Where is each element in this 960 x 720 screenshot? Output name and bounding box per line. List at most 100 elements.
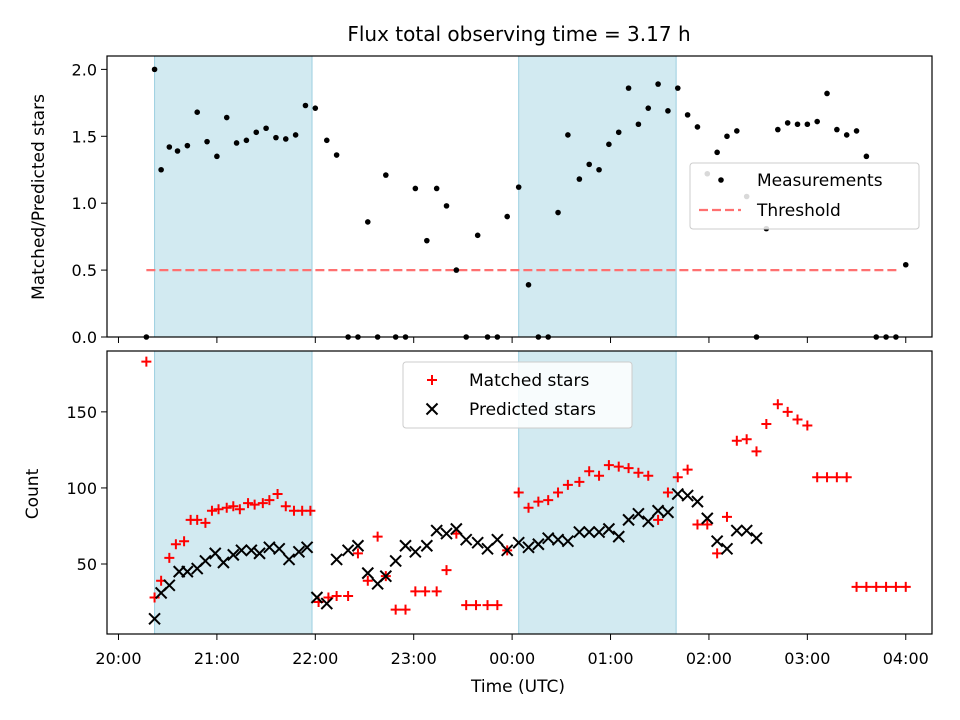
measurement-point: [166, 144, 173, 150]
predicted-point: [740, 524, 753, 537]
matched-point: [594, 470, 605, 481]
matched-point: [243, 498, 254, 509]
measurement-point: [233, 140, 240, 146]
predicted-point: [379, 569, 393, 583]
matched-point: [672, 472, 683, 483]
predicted-point: [710, 534, 724, 548]
legend-measurements-label: Measurements: [757, 171, 883, 191]
measurement-point: [734, 128, 740, 134]
axes-frame: [106, 55, 933, 338]
top-legend: [689, 162, 920, 230]
measurement-point: [214, 153, 220, 160]
matched-point: [881, 581, 892, 592]
matched-point: [431, 586, 442, 597]
matched-point: [562, 479, 573, 490]
matched-point: [343, 590, 354, 601]
matched-point: [410, 586, 421, 597]
predicted-point: [148, 612, 161, 625]
measurement-point: [263, 125, 269, 132]
matched-point: [772, 399, 783, 410]
matched-point: [721, 511, 732, 522]
matched-point: [782, 406, 793, 417]
xtick-label: 04:00: [883, 649, 929, 668]
matched-point: [900, 581, 911, 592]
measurement-point: [515, 184, 522, 190]
predicted-point: [750, 531, 763, 545]
matched-point: [213, 504, 224, 515]
xtick-label: 03:00: [784, 649, 830, 668]
matched-point: [372, 531, 383, 542]
measurement-point: [292, 132, 299, 138]
matched-point: [603, 460, 614, 471]
xtick-label: 22:00: [292, 649, 338, 668]
matched-point: [574, 476, 585, 487]
shaded-span-0: [154, 55, 313, 338]
matched-point: [543, 495, 554, 506]
matched-point: [643, 470, 654, 481]
predicted-point: [217, 556, 230, 569]
predicted-point: [500, 544, 514, 557]
predicted-point: [612, 530, 625, 543]
matched-point: [280, 501, 291, 512]
matched-point: [841, 472, 852, 483]
matched-point: [441, 565, 452, 576]
matched-point: [352, 548, 363, 559]
predicted-point: [592, 525, 606, 539]
measurement-point: [424, 237, 430, 244]
bottom-ylabel: Count: [23, 468, 43, 519]
matched-point: [812, 472, 823, 483]
xtick-label: 21:00: [194, 649, 240, 668]
xtick-label: 23:00: [391, 649, 437, 668]
measurement-point: [312, 105, 319, 111]
measurement-point: [194, 109, 201, 115]
measurement-point: [724, 133, 730, 140]
predicted-point: [282, 553, 296, 566]
measurement-point: [273, 134, 279, 141]
matched-point: [492, 600, 503, 611]
measurement-point: [204, 138, 210, 145]
predicted-point: [459, 533, 473, 546]
matched-point: [553, 487, 564, 498]
measurement-point: [684, 112, 691, 118]
ytick-label: 1.0: [72, 194, 97, 213]
matched-point: [420, 586, 431, 597]
predicted-point: [163, 579, 176, 592]
matched-point: [653, 514, 664, 525]
top-panel: 0.0 0.5 1.0 1.5 2.0 Measurements Threshold: [72, 55, 933, 347]
ytick-label: 100: [66, 479, 97, 498]
predicted-point: [227, 548, 240, 562]
predicted-point: [632, 507, 645, 521]
measurement-point: [853, 128, 860, 134]
top-ylabel: Matched/Predicted stars: [29, 94, 49, 300]
matched-point: [200, 517, 211, 528]
predicted-point: [573, 525, 586, 539]
matched-point: [702, 519, 713, 530]
predicted-point: [389, 554, 402, 568]
measurement-point: [433, 185, 440, 192]
matched-point: [164, 552, 175, 563]
measurement-point: [565, 132, 571, 138]
matched-point: [613, 461, 624, 472]
matched-point: [513, 487, 524, 498]
matched-point: [206, 505, 217, 516]
matched-point: [192, 514, 203, 525]
measurement-point: [794, 121, 801, 128]
bottom-xlabel: Time (UTC): [470, 677, 565, 697]
predicted-point: [253, 547, 266, 560]
predicted-point: [235, 544, 248, 557]
measurement-point: [902, 261, 909, 268]
matched-point: [523, 502, 534, 513]
predicted-point: [730, 524, 744, 537]
ytick-label: 50: [77, 555, 97, 574]
predicted-point: [245, 544, 258, 557]
measurement-point: [784, 120, 791, 126]
matched-point: [731, 435, 742, 446]
predicted-point: [522, 541, 535, 554]
shaded-span-1: [518, 55, 677, 338]
measurement-point: [443, 203, 450, 209]
predicted-point: [300, 541, 314, 554]
measurement-point: [775, 126, 781, 133]
matched-point: [751, 446, 762, 457]
predicted-point: [720, 542, 734, 556]
measurement-point: [665, 108, 671, 114]
